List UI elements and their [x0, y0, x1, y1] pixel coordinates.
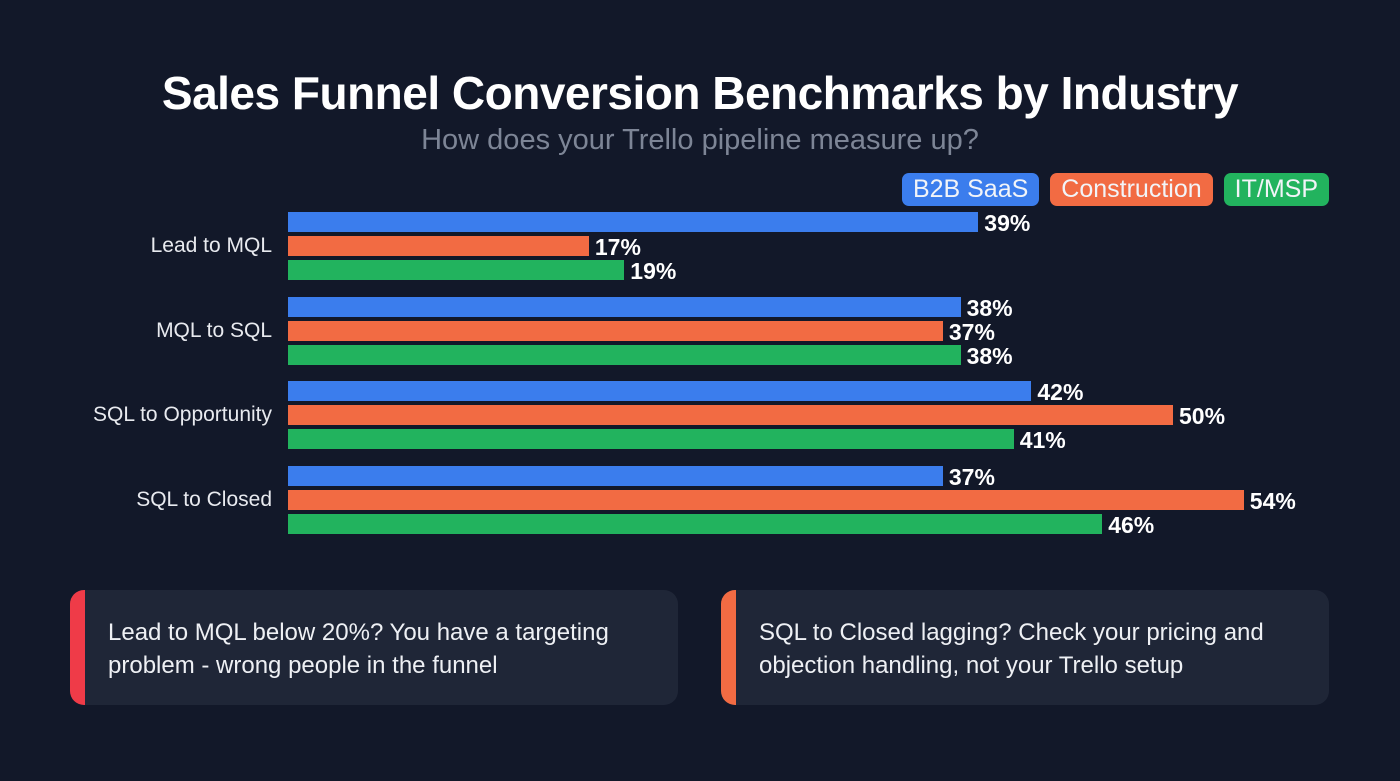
- callout-text: Lead to MQL below 20%? You have a target…: [108, 619, 609, 679]
- legend-construction: Construction: [1050, 173, 1213, 206]
- value-label: 37%: [948, 463, 995, 490]
- value-label: 19%: [630, 258, 677, 284]
- legend: B2B SaaS Construction IT/MSP: [901, 173, 1329, 206]
- bar-it-msp: [288, 513, 1103, 534]
- legend-it-msp: IT/MSP: [1223, 173, 1329, 206]
- category-label: SQL to Opportunity: [93, 403, 272, 426]
- callout-lead-to-mql: Lead to MQL below 20%? You have a target…: [70, 590, 678, 705]
- value-label: 17%: [594, 234, 641, 260]
- chart-title: Sales Funnel Conversion Benchmarks by In…: [161, 67, 1239, 119]
- callout-text: SQL to Closed lagging? Check your pricin…: [759, 619, 1264, 679]
- bar-b2b-saas: [288, 465, 943, 486]
- bar-b2b-saas: [288, 381, 1032, 401]
- bar-it-msp: [288, 344, 961, 365]
- value-label: 41%: [1019, 427, 1066, 453]
- bar-construction: [288, 405, 1173, 425]
- value-label: 39%: [984, 210, 1031, 236]
- value-label: 38%: [966, 342, 1013, 369]
- bar-construction: [288, 236, 589, 256]
- value-label: 46%: [1108, 511, 1155, 538]
- value-label: 50%: [1179, 403, 1226, 429]
- value-label: 37%: [948, 318, 995, 345]
- bar-b2b-saas: [288, 296, 961, 317]
- bar-construction: [288, 320, 943, 341]
- bar-construction: [288, 489, 1244, 510]
- callout-sql-to-closed: SQL to Closed lagging? Check your pricin…: [721, 590, 1329, 705]
- callout-accent: [721, 590, 736, 705]
- category-label: MQL to SQL: [156, 318, 272, 342]
- category-label: SQL to Closed: [136, 487, 272, 511]
- category-label: Lead to MQL: [150, 234, 272, 257]
- bar-chart: Lead to MQL 39% 17% 19% MQL to SQL 38% 37% 38% S…: [93, 210, 1296, 538]
- legend-b2b-saas: B2B SaaS: [901, 173, 1040, 206]
- value-label: 38%: [966, 294, 1013, 321]
- bar-it-msp: [288, 429, 1014, 449]
- callout-accent: [70, 590, 85, 705]
- bar-b2b-saas: [288, 212, 979, 232]
- chart-subtitle: How does your Trello pipeline measure up…: [421, 124, 979, 156]
- value-label: 54%: [1249, 487, 1296, 514]
- value-label: 42%: [1037, 379, 1084, 405]
- bar-it-msp: [288, 260, 625, 280]
